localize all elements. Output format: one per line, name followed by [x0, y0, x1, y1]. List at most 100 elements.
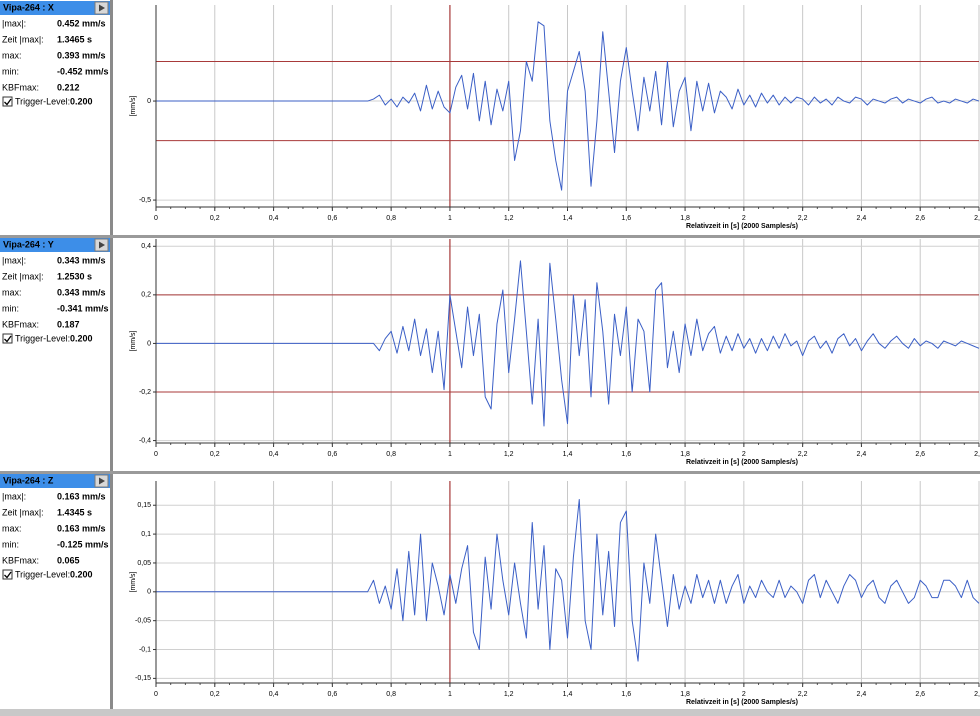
section-separator: [0, 471, 980, 474]
x-tick-label: 1,6: [621, 691, 631, 698]
x-tick-label: 1,8: [680, 215, 690, 222]
field-label: |max|:: [2, 18, 26, 28]
x-tick-label: 2,2: [798, 451, 808, 458]
x-tick-label: 0,2: [210, 451, 220, 458]
play-button[interactable]: [94, 474, 109, 488]
x-tick-label: 2: [742, 451, 746, 458]
x-tick-label: 2,6: [915, 451, 925, 458]
x-tick-label: 0,8: [386, 691, 396, 698]
play-button[interactable]: [94, 238, 109, 252]
x-tick-label: 2: [742, 215, 746, 222]
x-tick-label: 1: [448, 451, 452, 458]
y-tick-label: 0,2: [141, 292, 151, 299]
play-icon[interactable]: [99, 477, 105, 485]
y-tick-label: 0,1: [141, 531, 151, 538]
y-axis-label: [mm/s]: [130, 95, 137, 116]
field-label: min:: [2, 66, 19, 76]
checkmark: [4, 571, 12, 579]
field-value: 0.163 mm/s: [57, 523, 106, 533]
field-label: max:: [2, 50, 22, 60]
x-axis-label: Relativzeit in [s] (2000 Samples/s): [686, 223, 798, 230]
play-icon[interactable]: [99, 241, 105, 249]
field-value: 0.187: [57, 319, 80, 329]
panel-header: [0, 474, 110, 488]
trigger-value: 0.200: [70, 569, 93, 579]
x-tick-label: 1,2: [504, 215, 514, 222]
trigger-checkbox[interactable]: [2, 569, 13, 580]
y-tick-label: -0,5: [139, 197, 151, 204]
trigger-label: Trigger-Level:: [15, 569, 70, 579]
panel-separator: [110, 0, 113, 716]
x-tick-label: 2,4: [857, 215, 867, 222]
field-label: Zeit |max|:: [2, 507, 44, 517]
field-value: 0.343 mm/s: [57, 255, 106, 265]
trigger-checkbox[interactable]: [2, 96, 13, 107]
x-tick-label: 2: [742, 691, 746, 698]
x-tick-label: 0,4: [269, 691, 279, 698]
x-tick-label: 1,8: [680, 451, 690, 458]
x-tick-label: 0,4: [269, 215, 279, 222]
panel-title: Vipa-264 : X: [3, 2, 54, 12]
x-tick-label: 2,4: [857, 691, 867, 698]
trigger-checkbox[interactable]: [2, 333, 13, 344]
field-label: KBFmax:: [2, 555, 39, 565]
x-tick-label: 0,8: [386, 451, 396, 458]
trigger-value: 0.200: [70, 96, 93, 106]
x-tick-label: 1,4: [563, 691, 573, 698]
x-tick-label: 1,6: [621, 215, 631, 222]
field-label: KBFmax:: [2, 319, 39, 329]
x-axis-label: Relativzeit in [s] (2000 Samples/s): [686, 699, 798, 706]
field-value: -0.341 mm/s: [57, 303, 109, 313]
field-label: Zeit |max|:: [2, 271, 44, 281]
x-tick-label: 1,4: [563, 451, 573, 458]
y-tick-label: -0,1: [139, 646, 151, 653]
y-tick-label: -0,2: [139, 389, 151, 396]
field-value: 0.212: [57, 82, 80, 92]
panel-title: Vipa-264 : Y: [3, 239, 54, 249]
field-label: |max|:: [2, 255, 26, 265]
x-tick-label: 1,4: [563, 215, 573, 222]
panel-header: [0, 1, 110, 15]
x-tick-label: 1,8: [680, 691, 690, 698]
x-tick-label: 0,8: [386, 215, 396, 222]
y-axis-label: [mm/s]: [130, 571, 137, 592]
plot-area: [156, 481, 980, 683]
play-icon[interactable]: [99, 4, 105, 12]
field-label: max:: [2, 523, 22, 533]
x-tick-label: 1,6: [621, 451, 631, 458]
x-axis-label: Relativzeit in [s] (2000 Samples/s): [686, 459, 798, 466]
field-value: 0.393 mm/s: [57, 50, 106, 60]
x-tick-label: 1: [448, 215, 452, 222]
x-tick-label: 0: [154, 451, 158, 458]
plot-area: [156, 5, 980, 207]
x-tick-label: 1,2: [504, 691, 514, 698]
trigger-label: Trigger-Level:: [15, 96, 70, 106]
x-tick-label: 2,2: [798, 215, 808, 222]
x-tick-label: 2,6: [915, 215, 925, 222]
x-tick-label: 0,4: [269, 451, 279, 458]
trigger-value: 0.200: [70, 333, 93, 343]
field-value: -0.125 mm/s: [57, 539, 109, 549]
y-tick-label: 0,05: [137, 560, 151, 567]
x-tick-label: 2,8: [974, 215, 980, 222]
y-tick-label: 0: [147, 340, 151, 347]
x-tick-label: 1: [448, 691, 452, 698]
x-tick-label: 0: [154, 215, 158, 222]
checkmark: [4, 335, 12, 343]
x-tick-label: 2,8: [974, 451, 980, 458]
y-tick-label: 0: [147, 98, 151, 105]
field-value: 0.163 mm/s: [57, 491, 106, 501]
checkmark: [4, 98, 12, 106]
section-separator: [0, 235, 980, 238]
panel-header: [0, 238, 110, 252]
y-tick-label: -0,15: [135, 675, 151, 682]
field-value: 0.065: [57, 555, 80, 565]
play-button[interactable]: [94, 1, 109, 15]
x-tick-label: 0,2: [210, 215, 220, 222]
y-tick-label: -0,05: [135, 618, 151, 625]
y-tick-label: 0,15: [137, 502, 151, 509]
x-tick-label: 0,2: [210, 691, 220, 698]
field-label: Zeit |max|:: [2, 34, 44, 44]
